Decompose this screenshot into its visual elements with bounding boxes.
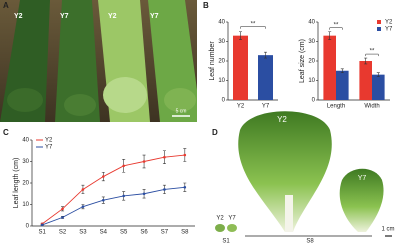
x-tick-label: Length [327, 104, 345, 110]
legend-label: Y7 [385, 27, 393, 33]
y-tick-label: 20 [308, 59, 315, 65]
point [122, 164, 125, 168]
panel-letter: A [3, 1, 9, 10]
significance-label: ** [334, 22, 339, 28]
point [102, 198, 105, 202]
point [61, 216, 64, 219]
photo-label: Y7 [150, 13, 159, 20]
point [163, 155, 166, 159]
point [183, 186, 187, 189]
x-tick-label: S8 [181, 230, 189, 236]
significance-bracket [240, 26, 266, 29]
bar [258, 55, 273, 100]
point [81, 188, 85, 191]
error-bar [376, 72, 380, 77]
error-bar [340, 68, 344, 73]
significance-bracket [329, 27, 343, 30]
significance-label: ** [370, 49, 375, 55]
point [122, 194, 125, 198]
photo-label: Y2 [14, 13, 23, 20]
y-tick-label: 0 [26, 224, 30, 230]
y-axis-label: Leaf number [209, 41, 216, 81]
y-tick-label: 30 [22, 159, 29, 165]
panel-letter: C [3, 128, 9, 137]
y-tick-label: 40 [218, 20, 225, 26]
y-axis-label: Leaf length (cm) [13, 158, 20, 209]
x-tick-label: S4 [100, 230, 108, 236]
y-tick-label: 40 [308, 20, 315, 26]
photo-label: Y7 [228, 216, 236, 222]
scale-label: 5 cm [176, 108, 187, 114]
bar [372, 74, 385, 100]
photo-label: Y7 [60, 13, 69, 20]
series-line [41, 154, 185, 225]
point [163, 188, 166, 191]
bar [233, 35, 248, 100]
bar [323, 35, 336, 100]
x-tick-label: S7 [161, 230, 169, 236]
series-line [42, 186, 185, 226]
point [183, 153, 187, 157]
photo-label: Y2 [277, 115, 287, 124]
x-tick-label: S3 [79, 230, 87, 236]
photo-label: Y7 [358, 175, 367, 182]
x-tick-label: S6 [140, 230, 148, 236]
y-axis-label: Leaf size (cm) [299, 39, 306, 83]
legend-label: Y2 [45, 138, 53, 144]
y-tick-label: 20 [218, 59, 225, 65]
point [81, 205, 85, 208]
y-tick-label: 10 [22, 202, 29, 208]
legend-label: Y2 [385, 20, 393, 26]
x-tick-label: S5 [120, 230, 128, 236]
legend-label: Y7 [45, 145, 53, 151]
point [102, 175, 105, 178]
x-tick-label: Y2 [237, 104, 245, 110]
x-tick-label: Width [364, 104, 379, 110]
point [142, 160, 146, 163]
error-bar [328, 31, 332, 40]
bar [336, 70, 349, 100]
error-bar [364, 57, 368, 65]
point [61, 207, 64, 211]
point [40, 223, 44, 227]
y-tick-label: 10 [218, 78, 225, 84]
significance-label: ** [251, 21, 256, 27]
photo-field [0, 0, 197, 122]
photo-cabbage [215, 111, 392, 237]
x-tick-label: S2 [59, 230, 67, 236]
photo-label: Y2 [108, 13, 117, 20]
legend-swatch [377, 27, 381, 31]
y-tick-label: 30 [218, 39, 225, 45]
stage-label: S1 [222, 239, 230, 245]
significance-bracket [365, 53, 379, 57]
y-tick-label: 40 [22, 138, 29, 144]
x-tick-label: Y7 [262, 104, 270, 110]
y-tick-label: 20 [22, 181, 29, 187]
bar [359, 61, 372, 100]
stage-label: S8 [306, 239, 314, 245]
scale-label: 1 cm [381, 227, 394, 233]
y-tick-label: 0 [312, 98, 316, 104]
y-tick-label: 0 [222, 98, 226, 104]
x-tick-label: S1 [39, 230, 47, 236]
y-tick-label: 30 [308, 39, 315, 45]
panel-letter: D [212, 128, 218, 137]
panel-letter: B [203, 1, 209, 10]
error-bar [264, 51, 267, 59]
error-bar [239, 31, 242, 40]
legend-swatch [377, 20, 381, 24]
point [142, 192, 146, 196]
y-tick-label: 10 [308, 78, 315, 84]
photo-label: Y2 [216, 216, 224, 222]
